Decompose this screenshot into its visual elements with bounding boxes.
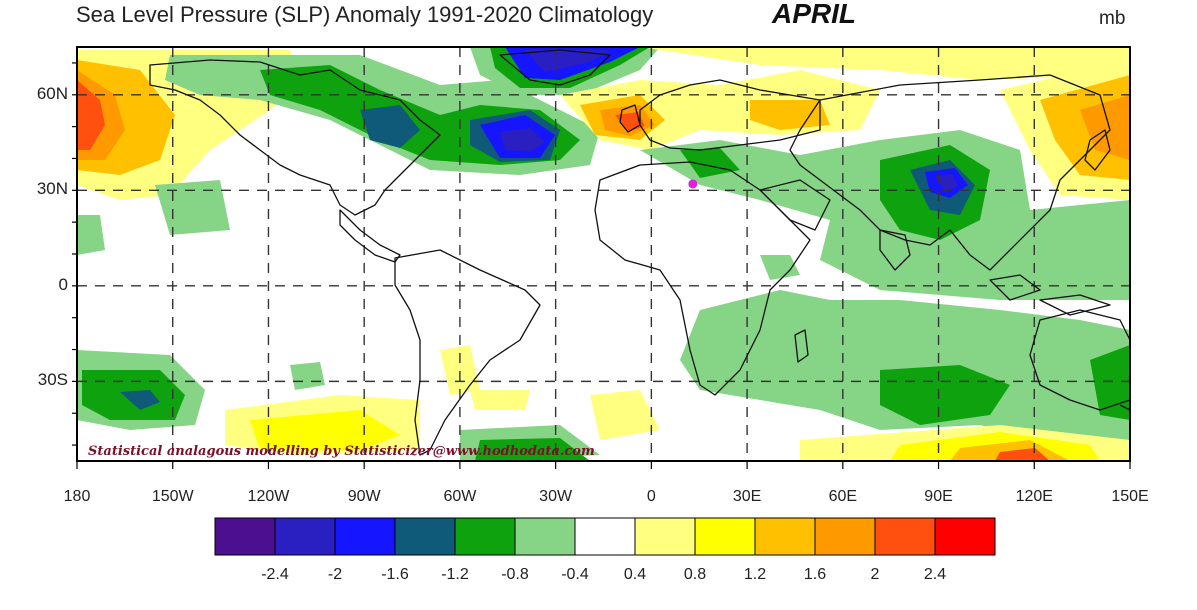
colorbar-swatch	[274, 517, 336, 556]
map-title: Sea Level Pressure (SLP) Anomaly 1991-20…	[76, 2, 654, 27]
colorbar-swatch	[454, 517, 516, 556]
lon-tick-label: 90W	[347, 488, 381, 505]
credit-text: Statistical analagous modelling by Stati…	[88, 444, 595, 459]
colorbar	[214, 517, 996, 556]
colorbar-label: 1.2	[743, 566, 767, 583]
colorbar-label: 1.6	[803, 566, 827, 583]
lon-tick-label: 150W	[151, 488, 194, 505]
lon-tick-label: 30E	[732, 488, 762, 505]
colorbar-label: -1.2	[441, 566, 469, 583]
colorbar-swatch	[874, 517, 936, 556]
lat-tick-label: 30S	[37, 370, 68, 390]
lon-tick-label: 60W	[443, 488, 477, 505]
lat-tick-label: 30N	[36, 179, 68, 199]
location-marker	[688, 179, 698, 189]
colorbar-swatch	[514, 517, 576, 556]
lat-lon-grid	[77, 47, 1130, 461]
colorbar-swatch	[754, 517, 816, 556]
colorbar-label: -0.4	[561, 566, 589, 583]
colorbar-label: 2.4	[923, 566, 947, 583]
colorbar-label: 2	[870, 566, 880, 583]
colorbar-swatch	[934, 517, 996, 556]
lat-tick-label: 60N	[36, 83, 68, 103]
colorbar-label: -2.4	[261, 566, 289, 583]
lon-tick-label: 120W	[247, 488, 290, 505]
lon-tick-label: 90E	[924, 488, 953, 505]
colorbar-swatch	[574, 517, 636, 556]
lon-tick-label: 150E	[1111, 488, 1149, 505]
colorbar-swatch	[634, 517, 696, 556]
colorbar-label: 0.8	[683, 566, 707, 583]
colorbar-label: -0.8	[501, 566, 529, 583]
colorbar-swatch	[214, 517, 276, 556]
coastlines	[149, 49, 1130, 456]
anomaly-field	[77, 47, 1130, 461]
anomaly-negative-asia	[640, 130, 1130, 300]
colorbar-swatch	[814, 517, 876, 556]
lon-tick-label: 0	[646, 488, 656, 505]
colorbar-label: -2	[327, 566, 343, 583]
colorbar-swatch	[334, 517, 396, 556]
lon-tick-label: 120E	[1015, 488, 1053, 505]
colorbar-label: 0.4	[623, 566, 647, 583]
units-label: mb	[1099, 8, 1126, 29]
colorbar-swatch	[394, 517, 456, 556]
lat-tick-label: 0	[58, 274, 68, 294]
lon-tick-label: 180	[63, 488, 91, 505]
month-label: APRIL	[772, 0, 856, 29]
lon-tick-label: 30W	[539, 488, 573, 505]
colorbar-label: -1.6	[381, 566, 409, 583]
lon-tick-label: 60E	[828, 488, 858, 505]
colorbar-swatch	[694, 517, 756, 556]
